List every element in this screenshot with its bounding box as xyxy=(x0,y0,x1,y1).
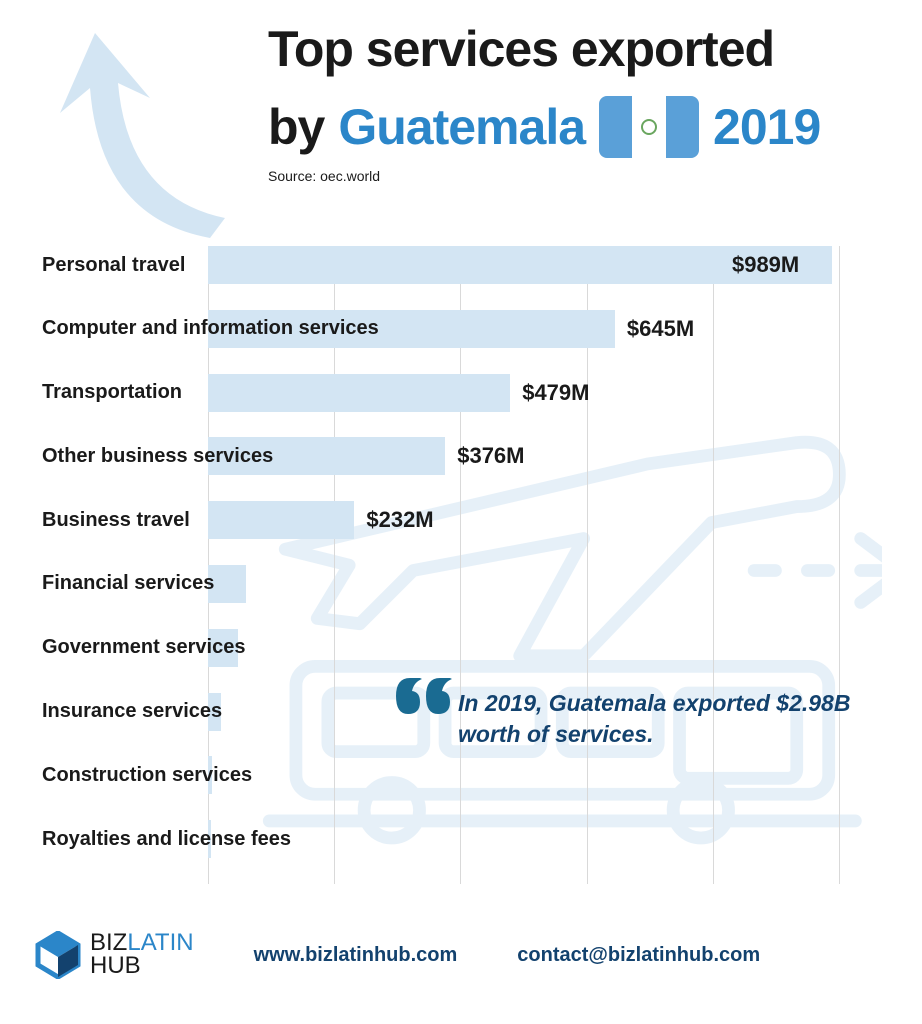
quote-block: In 2019, Guatemala exported $2.98B worth… xyxy=(400,688,872,750)
bar-value-label: $989M xyxy=(732,246,799,284)
bar-value-label: $376M xyxy=(457,437,524,475)
chart-row: Business travel$232M xyxy=(34,501,902,565)
source-label: Source: oec.world xyxy=(268,168,820,184)
logo: BIZLATIN HUB xyxy=(34,931,194,979)
footer: BIZLATIN HUB www.bizlatinhub.com contact… xyxy=(34,920,888,990)
bar-value-label: $232M xyxy=(366,501,433,539)
footer-website: www.bizlatinhub.com xyxy=(254,944,458,967)
bar-category-label: Government services xyxy=(34,629,902,667)
bar-value-label: $645M xyxy=(627,310,694,348)
logo-icon xyxy=(34,931,82,979)
bar-category-label: Financial services xyxy=(34,565,902,603)
arrow-decoration xyxy=(40,18,280,248)
footer-email: contact@bizlatinhub.com xyxy=(517,944,760,967)
title-line1: Top services exported xyxy=(268,20,820,78)
chart-row: Construction services xyxy=(34,756,902,820)
title-country: Guatemala xyxy=(338,98,585,156)
logo-word-hub: HUB xyxy=(90,952,141,979)
bar-category-label: Construction services xyxy=(34,756,902,794)
chart-rows: Personal travel$989MComputer and informa… xyxy=(34,246,902,884)
chart-row: Government services xyxy=(34,629,902,693)
logo-text: BIZLATIN HUB xyxy=(90,932,194,978)
title-by: by xyxy=(268,98,324,156)
chart-row: Personal travel$989M xyxy=(34,246,902,310)
chart-row: Other business services$376M xyxy=(34,437,902,501)
services-bar-chart: Personal travel$989MComputer and informa… xyxy=(34,246,902,884)
chart-row: Royalties and license fees xyxy=(34,820,902,884)
bar-category-label: Transportation xyxy=(34,374,902,412)
bar-category-label: Business travel xyxy=(34,501,902,539)
bar-value-label: $479M xyxy=(522,374,589,412)
chart-row: Transportation$479M xyxy=(34,374,902,438)
chart-row: Computer and information services$645M xyxy=(34,310,902,374)
bar-category-label: Computer and information services xyxy=(34,310,902,348)
quote-text: In 2019, Guatemala exported $2.98B worth… xyxy=(400,688,872,750)
quote-mark-icon xyxy=(396,678,452,722)
title-line2: by Guatemala 2019 xyxy=(268,96,820,158)
guatemala-flag-icon xyxy=(599,96,699,158)
bar-category-label: Royalties and license fees xyxy=(34,820,902,858)
title-year: 2019 xyxy=(713,98,820,156)
chart-row: Financial services xyxy=(34,565,902,629)
title-block: Top services exported by Guatemala 2019 … xyxy=(268,20,820,184)
